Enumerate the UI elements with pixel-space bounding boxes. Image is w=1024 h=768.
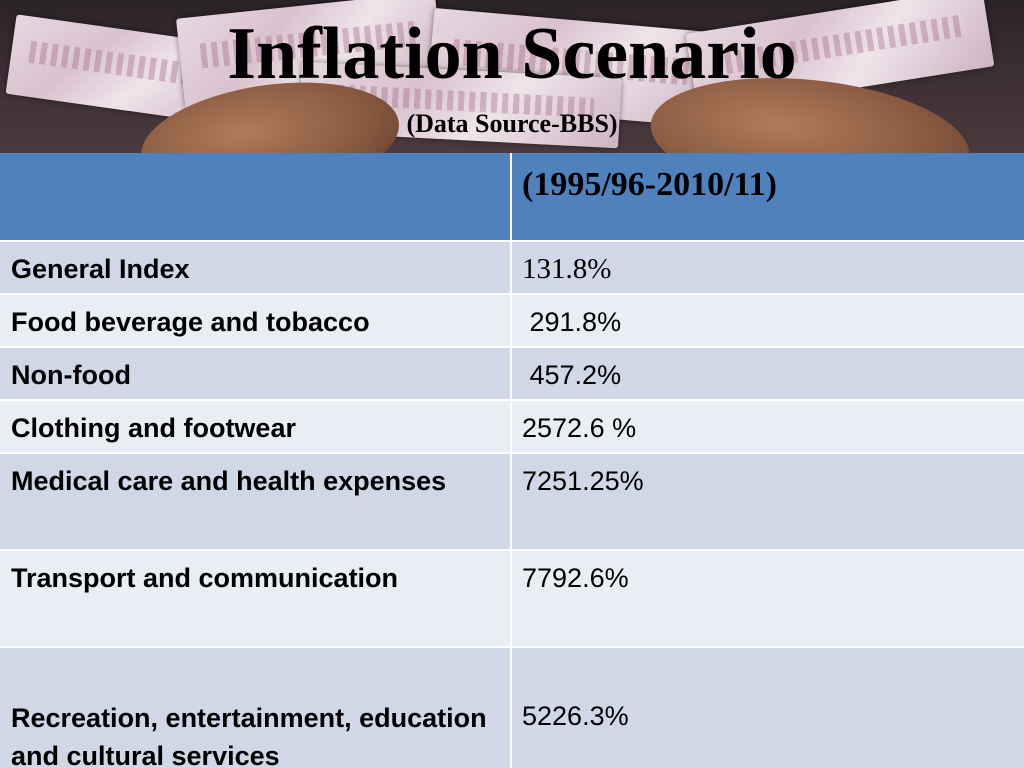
table-header-cell — [0, 153, 512, 240]
row-label: Food beverage and tobacco — [0, 295, 512, 346]
table-row: Non-food 457.2% — [0, 348, 1024, 401]
row-value: 7251.25% — [522, 466, 644, 496]
row-value: 457.2% — [522, 360, 622, 390]
row-label: General Index — [0, 242, 512, 293]
table-row: Clothing and footwear 2572.6 % — [0, 401, 1024, 454]
banner-money-image: Inflation Scenario (Data Source-BBS) — [0, 0, 1024, 153]
table-row: General Index 131.8% — [0, 242, 1024, 295]
table-row: Food beverage and tobacco 291.8% — [0, 295, 1024, 348]
page-title: Inflation Scenario — [227, 13, 797, 95]
row-value: 2572.6 % — [522, 413, 637, 443]
row-label: Non-food — [0, 348, 512, 399]
row-label: Medical care and health expenses — [0, 454, 512, 549]
row-value: 131.8% — [522, 253, 612, 285]
table-header-cell: (1995/96-2010/11) — [522, 166, 777, 203]
table-row: Medical care and health expenses 7251.25… — [0, 454, 1024, 551]
table-row: Recreation, entertainment, education and… — [0, 648, 1024, 768]
page-subtitle: (Data Source-BBS) — [406, 109, 618, 138]
row-value: 291.8% — [522, 307, 622, 337]
row-value: 5226.3% — [522, 701, 629, 731]
inflation-table: (1995/96-2010/11) General Index 131.8% F… — [0, 153, 1024, 768]
row-value: 7792.6% — [522, 563, 629, 593]
row-label: Clothing and footwear — [0, 401, 512, 452]
table-header-row: (1995/96-2010/11) — [0, 153, 1024, 242]
table-row: Transport and communication 7792.6% — [0, 551, 1024, 648]
row-label: Transport and communication — [0, 551, 512, 646]
row-label: Recreation, entertainment, education and… — [0, 648, 512, 768]
